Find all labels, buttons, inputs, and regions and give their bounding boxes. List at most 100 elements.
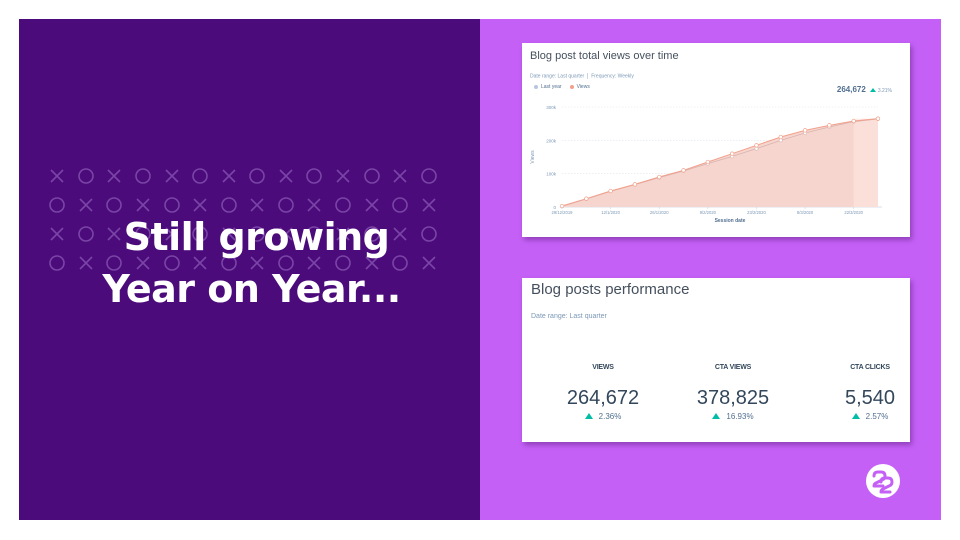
cross-icon <box>186 190 215 219</box>
circle-icon <box>243 219 272 248</box>
circle-icon <box>214 190 243 219</box>
cross-icon <box>415 248 444 277</box>
circle-icon <box>157 248 186 277</box>
total-views-value: 264,672 <box>836 85 866 94</box>
views-over-time-card: Blog post total views over time Date ran… <box>522 43 910 237</box>
views-area-chart[interactable]: 0 100k 200k 300k Views 29/12/2019 12/1/2020 26/… <box>522 43 910 237</box>
circle-icon <box>214 248 243 277</box>
cross-icon <box>100 161 129 190</box>
cross-icon <box>386 161 415 190</box>
cross-icon <box>243 248 272 277</box>
trend-up-icon <box>869 88 876 92</box>
cross-icon <box>357 248 386 277</box>
chart-title: Blog post total views over time <box>530 50 679 62</box>
metric-label: VIEWS <box>592 364 614 371</box>
cross-icon <box>243 190 272 219</box>
cross-icon <box>300 248 329 277</box>
circle-icon <box>386 248 415 277</box>
cross-icon <box>329 161 358 190</box>
metric-value: 5,540 <box>844 387 896 409</box>
cross-icon <box>100 219 129 248</box>
total-views-change: 3.21% <box>869 88 892 94</box>
circle-icon <box>329 248 358 277</box>
cross-icon <box>300 190 329 219</box>
legend-item-views[interactable]: Views <box>569 84 590 90</box>
frequency-label[interactable]: Frequency: Weekly <box>591 73 634 80</box>
xo-pattern <box>43 161 443 277</box>
cross-icon <box>43 161 72 190</box>
cross-icon <box>272 161 301 190</box>
cross-icon <box>72 190 101 219</box>
legend-dot-icon <box>534 84 538 89</box>
circle-icon <box>357 161 386 190</box>
circle-icon <box>186 219 215 248</box>
svg-text:23/2/2020: 23/2/2020 <box>747 210 766 215</box>
circle-icon <box>157 190 186 219</box>
metric-change: 2.36% <box>538 412 668 421</box>
metric-value: 378,825 <box>696 387 770 409</box>
pattern-row <box>43 248 443 277</box>
cross-icon <box>43 219 72 248</box>
svg-text:8/3/2020: 8/3/2020 <box>797 210 814 215</box>
pattern-row <box>43 219 443 248</box>
svg-text:300k: 300k <box>546 105 557 110</box>
svg-text:26/1/2020: 26/1/2020 <box>650 210 669 215</box>
metric-cta-clicks: CTA CLICKS 5,540 2.57% <box>805 364 935 421</box>
circle-icon <box>415 219 444 248</box>
svg-text:12/1/2020: 12/1/2020 <box>601 210 620 215</box>
svg-text:Views: Views <box>530 150 536 164</box>
svg-text:200k: 200k <box>546 138 557 143</box>
svg-text:22/3/2020: 22/3/2020 <box>844 210 863 215</box>
metric-label: CTA CLICKS <box>850 364 890 371</box>
headline: Still growing Year on Year... <box>19 211 480 315</box>
legend-item-last-year[interactable]: Last year <box>534 84 562 90</box>
cross-icon <box>72 248 101 277</box>
chart-legend: Last year Views <box>534 84 590 90</box>
circle-icon <box>329 190 358 219</box>
chart-total: 264,672 3.21% <box>837 85 892 94</box>
headline-line-2: Year on Year... <box>102 267 401 311</box>
cross-icon <box>415 190 444 219</box>
metric-change: 2.57% <box>805 412 935 421</box>
cross-icon <box>129 248 158 277</box>
divider <box>587 73 589 79</box>
circle-icon <box>186 161 215 190</box>
circle-icon <box>272 190 301 219</box>
circle-icon <box>300 219 329 248</box>
performance-title: Blog posts performance <box>531 281 690 298</box>
cross-icon <box>129 190 158 219</box>
circle-icon <box>300 161 329 190</box>
trend-up-icon <box>851 413 860 419</box>
metric-cta-views: CTA VIEWS 378,825 16.93% <box>668 364 798 421</box>
circle-icon <box>415 161 444 190</box>
cross-icon <box>214 219 243 248</box>
circle-icon <box>272 248 301 277</box>
legend-dot-icon <box>569 84 574 89</box>
circle-icon <box>386 190 415 219</box>
cross-icon <box>329 219 358 248</box>
performance-date-range[interactable]: Date range: Last quarter <box>531 313 607 320</box>
metric-change: 16.93% <box>668 412 798 421</box>
chart-filters: Date range: Last quarter Frequency: Weekl… <box>530 73 634 79</box>
date-range-label[interactable]: Date range: Last quarter <box>530 73 585 80</box>
circle-icon <box>243 161 272 190</box>
metric-views: VIEWS 264,672 2.36% <box>538 364 668 421</box>
svg-text:100k: 100k <box>546 172 557 177</box>
circle-icon <box>72 219 101 248</box>
circle-icon <box>100 248 129 277</box>
cross-icon <box>272 219 301 248</box>
circle-icon <box>129 219 158 248</box>
circle-icon <box>129 161 158 190</box>
circle-icon <box>43 248 72 277</box>
headline-line-1: Still growing <box>123 215 390 259</box>
cross-icon <box>214 161 243 190</box>
svg-text:0: 0 <box>553 205 556 210</box>
cross-icon <box>186 248 215 277</box>
pattern-row <box>43 190 443 219</box>
circle-icon <box>100 190 129 219</box>
svg-text:9/2/2020: 9/2/2020 <box>700 210 717 215</box>
cross-icon <box>386 219 415 248</box>
circle-icon <box>43 190 72 219</box>
left-panel <box>19 19 480 520</box>
pattern-row <box>43 161 443 190</box>
